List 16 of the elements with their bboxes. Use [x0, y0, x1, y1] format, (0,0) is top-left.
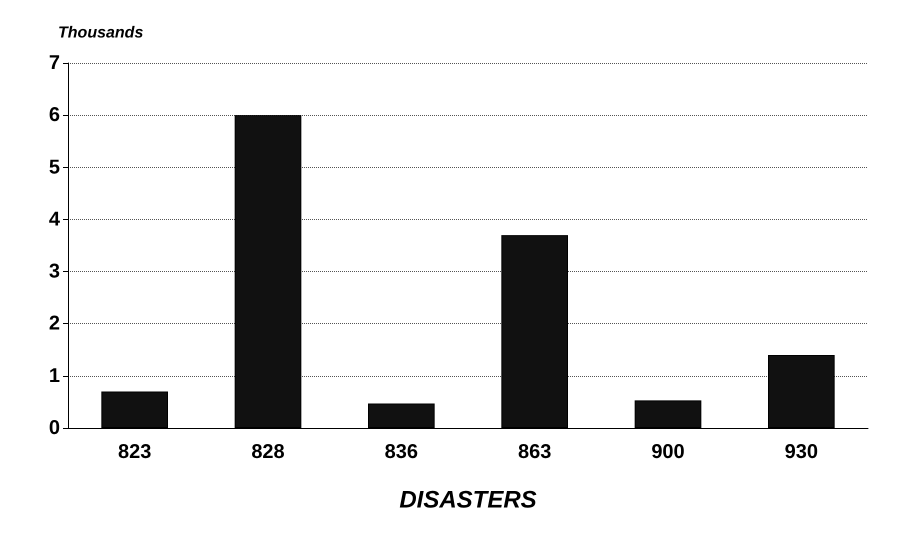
y-axis-title: Thousands — [58, 24, 144, 42]
y-tick-label: 7 — [48, 52, 60, 74]
x-tick-label: 828 — [251, 441, 285, 463]
x-tick-label: 900 — [651, 441, 685, 463]
x-axis-title: DISASTERS — [399, 486, 537, 514]
x-tick-label: 930 — [784, 441, 818, 463]
x-tick-label: 836 — [384, 441, 418, 463]
x-tick-label: 823 — [118, 441, 152, 463]
x-tick-label: 863 — [518, 441, 552, 463]
y-tick-label: 5 — [48, 156, 60, 178]
y-tick-label: 0 — [48, 417, 60, 439]
y-tick-label: 6 — [48, 104, 60, 126]
y-tick-label: 3 — [48, 260, 60, 283]
y-tick-label: 2 — [48, 312, 60, 335]
y-tick-label: 1 — [48, 364, 60, 387]
y-tick-label: 4 — [48, 208, 61, 230]
